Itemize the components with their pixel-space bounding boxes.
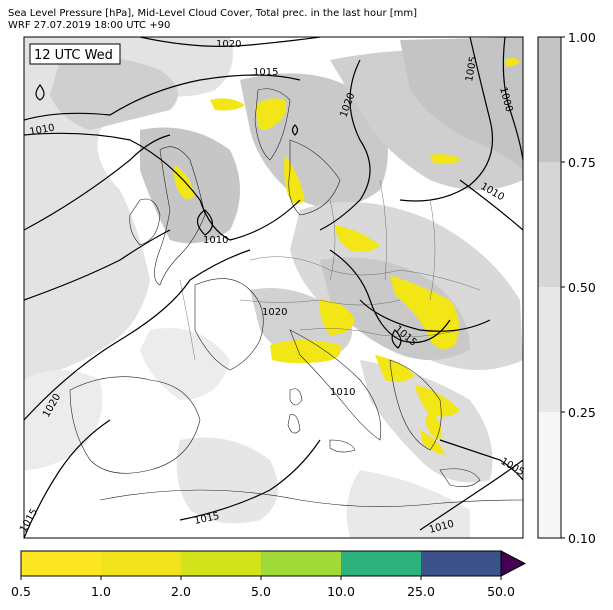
precip-colorbar-tick: 10.0	[327, 584, 355, 599]
precip-colorbar-segment	[341, 551, 421, 576]
cloud-colorbar-segment	[538, 37, 561, 162]
precip-colorbar-segment	[21, 551, 101, 576]
precip-colorbar-segment	[261, 551, 341, 576]
cloud-colorbar-segment	[538, 412, 561, 538]
map-title: Sea Level Pressure [hPa], Mid-Level Clou…	[8, 8, 418, 19]
cloud-colorbar-tick: 0.10	[568, 531, 596, 546]
precip-colorbar-tick: 25.0	[407, 584, 435, 599]
isobar-label: 1010	[203, 235, 228, 246]
map-subtitle: WRF 27.07.2019 18:00 UTC +90	[8, 20, 171, 31]
country-borders	[179, 179, 481, 361]
precip-colorbar-extend-arrow	[500, 550, 527, 577]
precip-colorbar-tick: 2.0	[171, 584, 191, 599]
precip-colorbar: 0.5 1.0 2.0 5.0 10.0 25.0 50.0	[11, 550, 527, 599]
isobar-label: 1010	[29, 123, 56, 138]
time-label-box	[29, 43, 121, 65]
cloud-colorbar-segment	[538, 287, 561, 412]
cloud-colorbar-tick: 0.75	[568, 155, 596, 170]
isobar-label: 1010	[330, 387, 355, 398]
cloud-colorbar-segment	[538, 162, 561, 287]
precip-colorbar-segment	[181, 551, 261, 576]
isobar-label: 1015	[193, 511, 220, 527]
cloud-colorbar: 0.10 0.25 0.50 0.75 1.00	[537, 30, 596, 546]
precip-colorbar-tick: 50.0	[487, 584, 515, 599]
precip-colorbar-tick: 5.0	[251, 584, 271, 599]
isobar-label: 1005	[464, 56, 479, 83]
cloud-colorbar-tick: 0.25	[568, 405, 596, 420]
cloud-colorbar-tick: 1.00	[568, 30, 596, 45]
precip-colorbar-tick: 0.5	[11, 584, 31, 599]
precip-colorbar-segment	[101, 551, 181, 576]
isobars	[24, 37, 523, 538]
map-frame	[23, 36, 524, 539]
time-label: 12 UTC Wed	[34, 48, 113, 63]
cloud-colorbar-tick: 0.50	[568, 280, 596, 295]
precip-colorbar-segment	[421, 551, 501, 576]
isobar-label: 1020	[262, 307, 287, 318]
isobar-label: 1020	[216, 39, 241, 50]
precip-colorbar-tick: 1.0	[91, 584, 111, 599]
coastlines	[69, 88, 523, 507]
isobar-label: 1015	[253, 67, 278, 78]
